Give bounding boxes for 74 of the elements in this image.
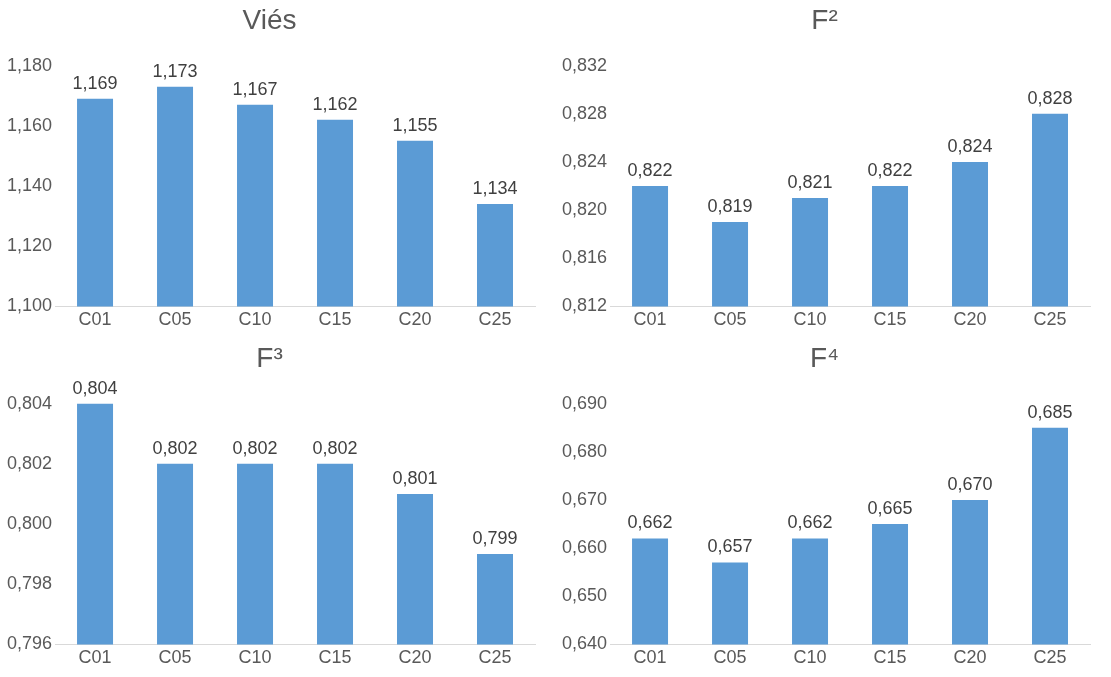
- data-label: 1,155: [392, 114, 438, 135]
- data-label: 1,173: [152, 60, 198, 81]
- data-label: 0,662: [787, 512, 833, 533]
- x-tick-label: C10: [793, 647, 827, 668]
- data-label: 0,657: [707, 536, 753, 557]
- chart-title: F²: [811, 3, 838, 35]
- data-label: 0,824: [947, 135, 993, 156]
- x-tick-label: C10: [238, 309, 272, 330]
- data-label: 0,828: [1027, 87, 1073, 108]
- y-tick-label: 0,650: [562, 585, 608, 606]
- x-tick-label: C05: [713, 309, 747, 330]
- x-tick-label: C25: [1033, 309, 1067, 330]
- y-tick-label: 1,140: [7, 174, 53, 195]
- data-label: 0,802: [312, 437, 358, 458]
- data-label: 0,804: [72, 377, 118, 398]
- y-tick-label: 1,100: [7, 295, 53, 316]
- x-tick-label: C01: [78, 647, 112, 668]
- x-tick-label: C25: [1033, 647, 1067, 668]
- x-tick-label: C15: [873, 309, 907, 330]
- data-label: 0,801: [392, 467, 438, 488]
- y-tick-label: 0,680: [562, 440, 608, 461]
- x-tick-label: C10: [793, 309, 827, 330]
- x-tick-label: C10: [238, 647, 272, 668]
- y-tick-label: 0,660: [562, 537, 608, 558]
- data-label: 0,802: [232, 437, 278, 458]
- data-label: 1,162: [312, 93, 358, 114]
- y-tick-label: 0,802: [7, 452, 53, 473]
- data-label: 0,822: [627, 159, 673, 180]
- data-label: 0,822: [867, 159, 913, 180]
- chart-title: Viés: [242, 3, 297, 35]
- x-tick-label: C15: [318, 309, 352, 330]
- data-label: 0,662: [627, 512, 673, 533]
- y-tick-label: 1,160: [7, 114, 53, 135]
- x-tick-label: C25: [478, 309, 512, 330]
- y-tick-label: 0,640: [562, 633, 608, 654]
- y-tick-label: 0,828: [562, 102, 608, 123]
- x-tick-label: C01: [633, 309, 667, 330]
- x-tick-label: C20: [953, 647, 987, 668]
- data-label: 1,169: [72, 72, 118, 93]
- y-tick-label: 0,804: [7, 392, 53, 413]
- chart-title: F⁴: [809, 341, 840, 373]
- y-tick-label: 1,120: [7, 235, 53, 256]
- x-tick-label: C15: [873, 647, 907, 668]
- data-label: 0,802: [152, 437, 198, 458]
- data-label: 1,167: [232, 78, 278, 99]
- y-tick-label: 0,796: [7, 633, 53, 654]
- x-tick-label: C05: [158, 309, 192, 330]
- data-label: 0,819: [707, 196, 753, 217]
- x-tick-label: C20: [953, 309, 987, 330]
- data-label: 0,821: [787, 172, 833, 193]
- y-tick-label: 0,798: [7, 573, 53, 594]
- y-tick-label: 1,180: [7, 54, 53, 75]
- y-tick-label: 0,812: [562, 295, 608, 316]
- data-label: 0,670: [947, 473, 993, 494]
- x-tick-label: C01: [633, 647, 667, 668]
- x-tick-label: C01: [78, 309, 112, 330]
- x-tick-label: C15: [318, 647, 352, 668]
- x-tick-label: C20: [398, 647, 432, 668]
- chart-title: F³: [256, 341, 283, 373]
- x-tick-label: C05: [158, 647, 192, 668]
- y-tick-label: 0,820: [562, 199, 608, 220]
- y-tick-label: 0,800: [7, 512, 53, 533]
- data-label: 1,134: [472, 178, 518, 199]
- y-tick-label: 0,816: [562, 247, 608, 268]
- y-tick-label: 0,690: [562, 392, 608, 413]
- y-tick-label: 0,670: [562, 488, 608, 509]
- y-tick-label: 0,832: [562, 54, 608, 75]
- data-label: 0,799: [472, 528, 518, 549]
- data-label: 0,665: [867, 497, 913, 518]
- x-tick-label: C25: [478, 647, 512, 668]
- x-tick-label: C20: [398, 309, 432, 330]
- x-tick-label: C05: [713, 647, 747, 668]
- data-label: 0,685: [1027, 401, 1073, 422]
- y-tick-label: 0,824: [562, 150, 608, 171]
